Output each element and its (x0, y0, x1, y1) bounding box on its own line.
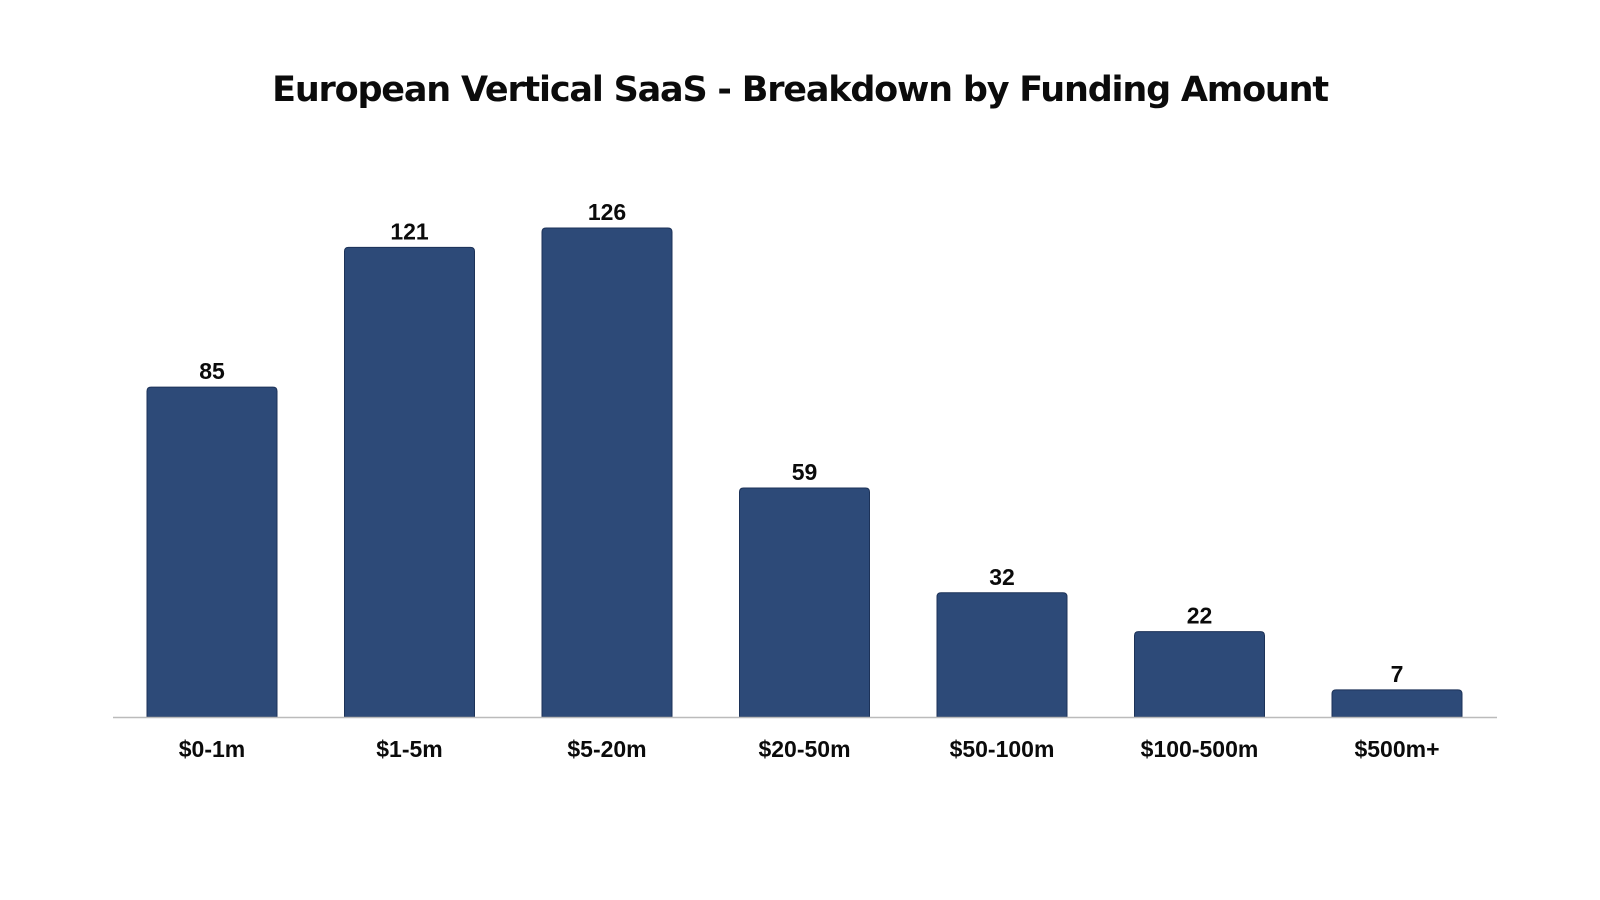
chart-title: European Vertical SaaS - Breakdown by Fu… (272, 70, 1329, 110)
data-label-2: 126 (588, 199, 626, 225)
bar-4 (936, 592, 1068, 718)
x-tick-label-3: $20-50m (758, 736, 850, 762)
x-tick-label-0: $0-1m (179, 736, 245, 762)
x-tick-label-1: $1-5m (376, 736, 442, 762)
data-label-3: 59 (792, 459, 818, 485)
x-tick-label-4: $50-100m (950, 736, 1055, 762)
bar-3 (739, 487, 870, 718)
x-tick-label-5: $100-500m (1141, 736, 1259, 762)
bars-layer (146, 227, 1463, 718)
x-tick-label-6: $500m+ (1354, 736, 1439, 762)
data-label-4: 32 (989, 564, 1015, 590)
data-label-1: 121 (390, 218, 429, 244)
bar-0 (146, 386, 278, 718)
x-tick-label-2: $5-20m (567, 736, 646, 762)
bar-1 (344, 246, 475, 718)
data-label-5: 22 (1187, 603, 1213, 629)
data-label-6: 7 (1391, 661, 1404, 687)
bar-5 (1134, 631, 1265, 718)
bar-6 (1331, 689, 1463, 718)
data-label-0: 85 (199, 358, 225, 384)
bar-2 (541, 227, 673, 718)
labels-layer: 85 $0-1m 121 $1-5m 126 $5-20m 59 $20-50m 32 $50-1… (179, 199, 1440, 762)
